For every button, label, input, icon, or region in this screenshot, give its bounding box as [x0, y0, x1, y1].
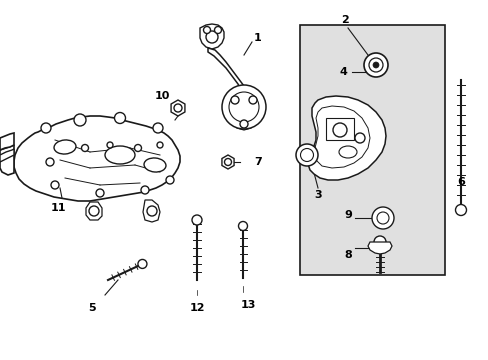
Circle shape: [354, 133, 364, 143]
Circle shape: [454, 204, 466, 216]
Circle shape: [46, 158, 54, 166]
Circle shape: [203, 27, 210, 33]
Circle shape: [114, 112, 125, 123]
Circle shape: [157, 142, 163, 148]
Text: 7: 7: [254, 157, 262, 167]
Circle shape: [89, 206, 99, 216]
Circle shape: [107, 142, 113, 148]
Text: 12: 12: [189, 303, 204, 313]
Circle shape: [368, 58, 382, 72]
Polygon shape: [14, 116, 180, 201]
Polygon shape: [313, 106, 369, 168]
Text: 3: 3: [314, 190, 321, 200]
Circle shape: [138, 260, 146, 269]
Text: 4: 4: [338, 67, 346, 77]
Circle shape: [372, 62, 378, 68]
Polygon shape: [222, 155, 234, 169]
Circle shape: [192, 215, 202, 225]
Ellipse shape: [54, 140, 76, 154]
Circle shape: [248, 96, 257, 104]
Circle shape: [134, 144, 141, 152]
Circle shape: [141, 186, 149, 194]
Circle shape: [371, 207, 393, 229]
Bar: [325, 118, 353, 140]
Ellipse shape: [338, 146, 356, 158]
Circle shape: [165, 176, 174, 184]
Circle shape: [240, 120, 247, 128]
Circle shape: [230, 96, 239, 104]
Text: 10: 10: [154, 91, 169, 101]
Circle shape: [147, 206, 157, 216]
Polygon shape: [86, 202, 102, 220]
Text: 1: 1: [254, 33, 262, 43]
Text: 5: 5: [88, 303, 96, 313]
Polygon shape: [0, 145, 14, 175]
Ellipse shape: [144, 158, 165, 172]
Circle shape: [224, 158, 231, 166]
Polygon shape: [235, 119, 252, 130]
Polygon shape: [207, 48, 253, 114]
Circle shape: [373, 236, 385, 248]
Circle shape: [205, 31, 218, 43]
Polygon shape: [200, 24, 224, 49]
Text: 2: 2: [341, 15, 348, 25]
Circle shape: [174, 104, 182, 112]
Circle shape: [214, 27, 221, 33]
Text: 6: 6: [456, 177, 464, 187]
Polygon shape: [171, 100, 184, 116]
Text: 11: 11: [50, 203, 65, 213]
Polygon shape: [307, 96, 385, 180]
Circle shape: [376, 212, 388, 224]
Circle shape: [363, 53, 387, 77]
Circle shape: [228, 92, 259, 122]
Circle shape: [300, 149, 313, 162]
Circle shape: [81, 144, 88, 152]
Polygon shape: [0, 133, 14, 150]
Text: 13: 13: [240, 300, 255, 310]
Polygon shape: [367, 242, 391, 254]
Circle shape: [222, 85, 265, 129]
Polygon shape: [142, 200, 160, 222]
Text: 8: 8: [344, 250, 351, 260]
Bar: [299, 25, 444, 275]
Circle shape: [74, 114, 86, 126]
Circle shape: [41, 123, 51, 133]
Circle shape: [295, 144, 317, 166]
Circle shape: [51, 181, 59, 189]
Circle shape: [332, 123, 346, 137]
Ellipse shape: [105, 146, 135, 164]
Circle shape: [238, 221, 247, 230]
Circle shape: [96, 189, 104, 197]
Polygon shape: [0, 149, 14, 162]
Text: 9: 9: [344, 210, 351, 220]
Circle shape: [153, 123, 163, 133]
